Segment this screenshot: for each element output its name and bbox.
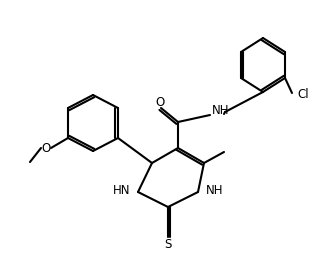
Text: Cl: Cl xyxy=(297,89,308,102)
Text: NH: NH xyxy=(206,185,223,198)
Text: HN: HN xyxy=(112,185,130,198)
Text: S: S xyxy=(164,237,172,250)
Text: O: O xyxy=(156,96,165,109)
Text: O: O xyxy=(41,141,51,154)
Text: NH: NH xyxy=(212,105,230,118)
